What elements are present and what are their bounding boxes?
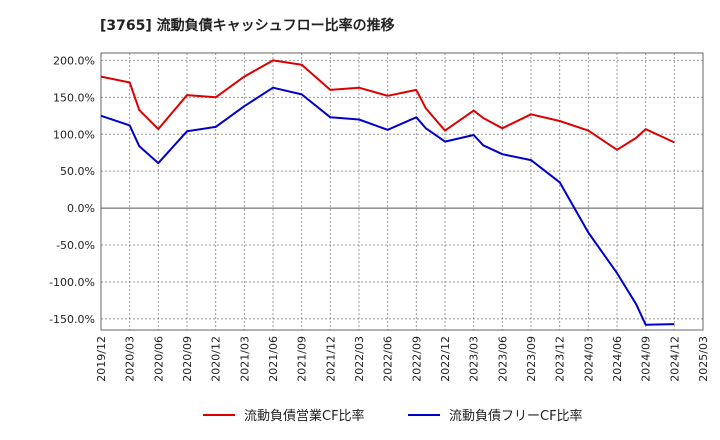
- x-tick-label: 2023/09: [525, 336, 538, 382]
- x-tick-label: 2019/12: [95, 336, 108, 382]
- x-tick-label: 2021/06: [267, 336, 280, 382]
- x-tick-label: 2022/06: [382, 336, 395, 382]
- y-axis-ticks: 200.0% 150.0% 100.0% 50.0% 0.0% -50.0% -100.0%…: [49, 54, 95, 326]
- y-tick-label: -100.0%: [49, 276, 95, 289]
- legend-label-free-cf: 流動負債フリーCF比率: [449, 408, 583, 424]
- x-tick-label: 2024/09: [640, 336, 653, 382]
- x-tick-label: 2023/06: [496, 336, 509, 382]
- x-tick-label: 2023/12: [554, 336, 567, 382]
- plot-frame: [100, 52, 704, 331]
- y-tick-label: 0.0%: [67, 202, 95, 215]
- legend-label-operating-cf: 流動負債営業CF比率: [244, 408, 365, 424]
- y-tick-label: 50.0%: [60, 165, 95, 178]
- x-tick-label: 2023/03: [468, 336, 481, 382]
- x-tick-label: 2020/09: [181, 336, 194, 382]
- x-tick-label: 2024/06: [611, 336, 624, 382]
- x-tick-label: 2021/12: [324, 336, 337, 382]
- y-tick-label: 100.0%: [53, 128, 95, 141]
- x-tick-label: 2024/12: [668, 336, 681, 382]
- x-tick-label: 2021/09: [296, 336, 309, 382]
- x-axis-ticks: 2019/12 2020/03 2020/06 2020/09 2020/12 2021/…: [95, 336, 710, 382]
- x-tick-label: 2024/03: [582, 336, 595, 382]
- y-tick-label: -150.0%: [49, 313, 95, 326]
- series-line-operating-cf: [100, 59, 675, 151]
- y-tick-label: 150.0%: [53, 91, 95, 104]
- x-tick-label: 2021/03: [238, 336, 251, 382]
- chart-title: [3765] 流動負債キャッシュフロー比率の推移: [100, 17, 395, 34]
- series-line-free-cf: [100, 86, 675, 326]
- grid: [100, 53, 704, 330]
- x-tick-label: 2022/03: [353, 336, 366, 382]
- y-tick-label: -50.0%: [56, 239, 95, 252]
- x-tick-label: 2022/12: [439, 336, 452, 382]
- x-tick-label: 2020/12: [210, 336, 223, 382]
- x-tick-label: 2020/06: [152, 336, 165, 382]
- legend: 流動負債営業CF比率 流動負債フリーCF比率: [203, 408, 583, 424]
- x-tick-label: 2022/09: [410, 336, 423, 382]
- series-layer: [100, 59, 675, 326]
- y-tick-label: 200.0%: [53, 54, 95, 67]
- x-tick-label: 2025/03: [697, 336, 710, 382]
- x-tick-label: 2020/03: [124, 336, 137, 382]
